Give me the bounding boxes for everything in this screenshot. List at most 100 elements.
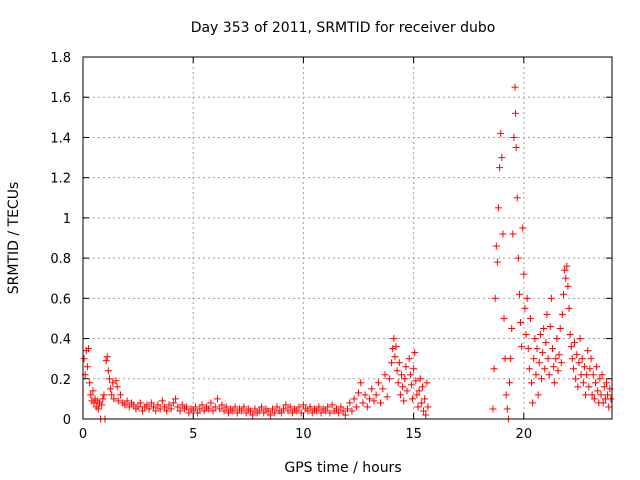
x-tick-label: 5 [189,427,197,442]
data-point-marker [280,405,288,413]
data-point-marker [348,407,356,415]
data-point-marker [288,409,296,417]
data-point-marker [299,401,307,409]
data-point-marker [390,335,398,343]
data-point-marker [108,391,116,399]
data-point-marker [194,409,202,417]
data-point-marker [534,391,542,399]
data-point-marker [553,335,561,343]
data-point-marker [154,401,162,409]
data-point-marker [398,371,406,379]
data-point-marker [510,133,518,141]
data-point-marker [103,353,111,361]
data-point-marker [379,385,387,393]
data-point-marker [156,405,164,413]
data-point-marker [102,357,110,365]
data-point-marker [370,397,378,405]
data-point-marker [402,363,410,371]
data-point-marker [605,403,613,411]
data-point-marker [573,351,581,359]
data-point-marker [238,407,246,415]
data-point-marker [420,407,428,415]
data-point-marker [161,403,169,411]
data-point-marker [324,403,332,411]
data-point-marker [539,349,547,357]
data-point-marker [564,282,572,290]
data-point-marker [359,399,367,407]
data-point-marker [424,403,432,411]
data-point-marker [315,403,323,411]
data-point-marker [100,391,108,399]
data-point-marker [588,391,596,399]
data-point-marker [357,379,365,387]
data-point-marker [597,391,605,399]
data-point-marker [150,403,158,411]
data-point-marker [224,409,232,417]
data-point-marker [385,375,393,383]
data-point-marker [602,379,610,387]
data-point-marker [514,254,522,262]
data-point-marker [85,345,93,353]
data-point-marker [536,331,544,339]
data-point-marker [269,405,277,413]
data-point-marker [422,411,430,419]
data-point-marker [533,345,541,353]
data-point-marker [346,399,354,407]
data-point-marker [596,375,604,383]
data-point-marker [391,353,399,361]
x-tick-label: 0 [79,427,87,442]
data-point-marker [575,359,583,367]
data-point-marker [207,399,215,407]
data-point-marker [591,379,599,387]
data-point-marker [530,355,538,363]
data-point-marker [374,379,382,387]
data-point-marker [113,383,121,391]
data-point-marker [590,395,598,403]
data-point-marker [524,345,532,353]
data-point-marker [139,407,147,415]
y-axis-label: SRMTID / TECUs [6,182,22,295]
data-point-marker [582,391,590,399]
data-point-marker [350,395,358,403]
y-tick-label: 1.2 [50,172,71,187]
data-point-marker [242,409,250,417]
data-point-marker [513,194,521,202]
y-tick-label: 0 [63,413,71,428]
data-point-marker [400,397,408,405]
data-point-marker [308,409,316,417]
data-point-marker [363,403,371,411]
data-point-marker [593,363,601,371]
data-point-marker [498,154,506,162]
data-point-marker [520,270,528,278]
data-point-marker [286,403,294,411]
data-point-marker [540,325,548,332]
data-point-marker [89,387,97,395]
data-point-marker [518,343,526,351]
data-point-marker [546,322,554,330]
data-point-marker [134,403,142,411]
data-point-marker [594,387,602,395]
data-point-marker [512,144,520,151]
data-point-marker [396,391,404,399]
data-point-marker [112,377,120,385]
data-point-marker [407,381,415,389]
y-tick-label: 1.4 [50,131,71,146]
data-point-marker [525,365,533,373]
data-point-marker [116,391,124,399]
data-point-marker [542,339,550,347]
data-point-marker [563,262,571,270]
data-point-marker [211,403,219,411]
data-point-marker [377,399,385,407]
data-point-marker [174,403,182,411]
data-point-marker [580,363,588,371]
data-point-marker [114,397,122,405]
data-point-marker [578,355,586,363]
y-tick-label: 0.2 [50,373,71,388]
data-point-marker [321,407,329,415]
data-point-marker [304,407,312,415]
data-point-marker [517,318,525,326]
data-point-marker [509,230,517,238]
data-point-marker [169,399,177,407]
data-point-marker [523,294,531,302]
data-point-marker [607,395,615,403]
